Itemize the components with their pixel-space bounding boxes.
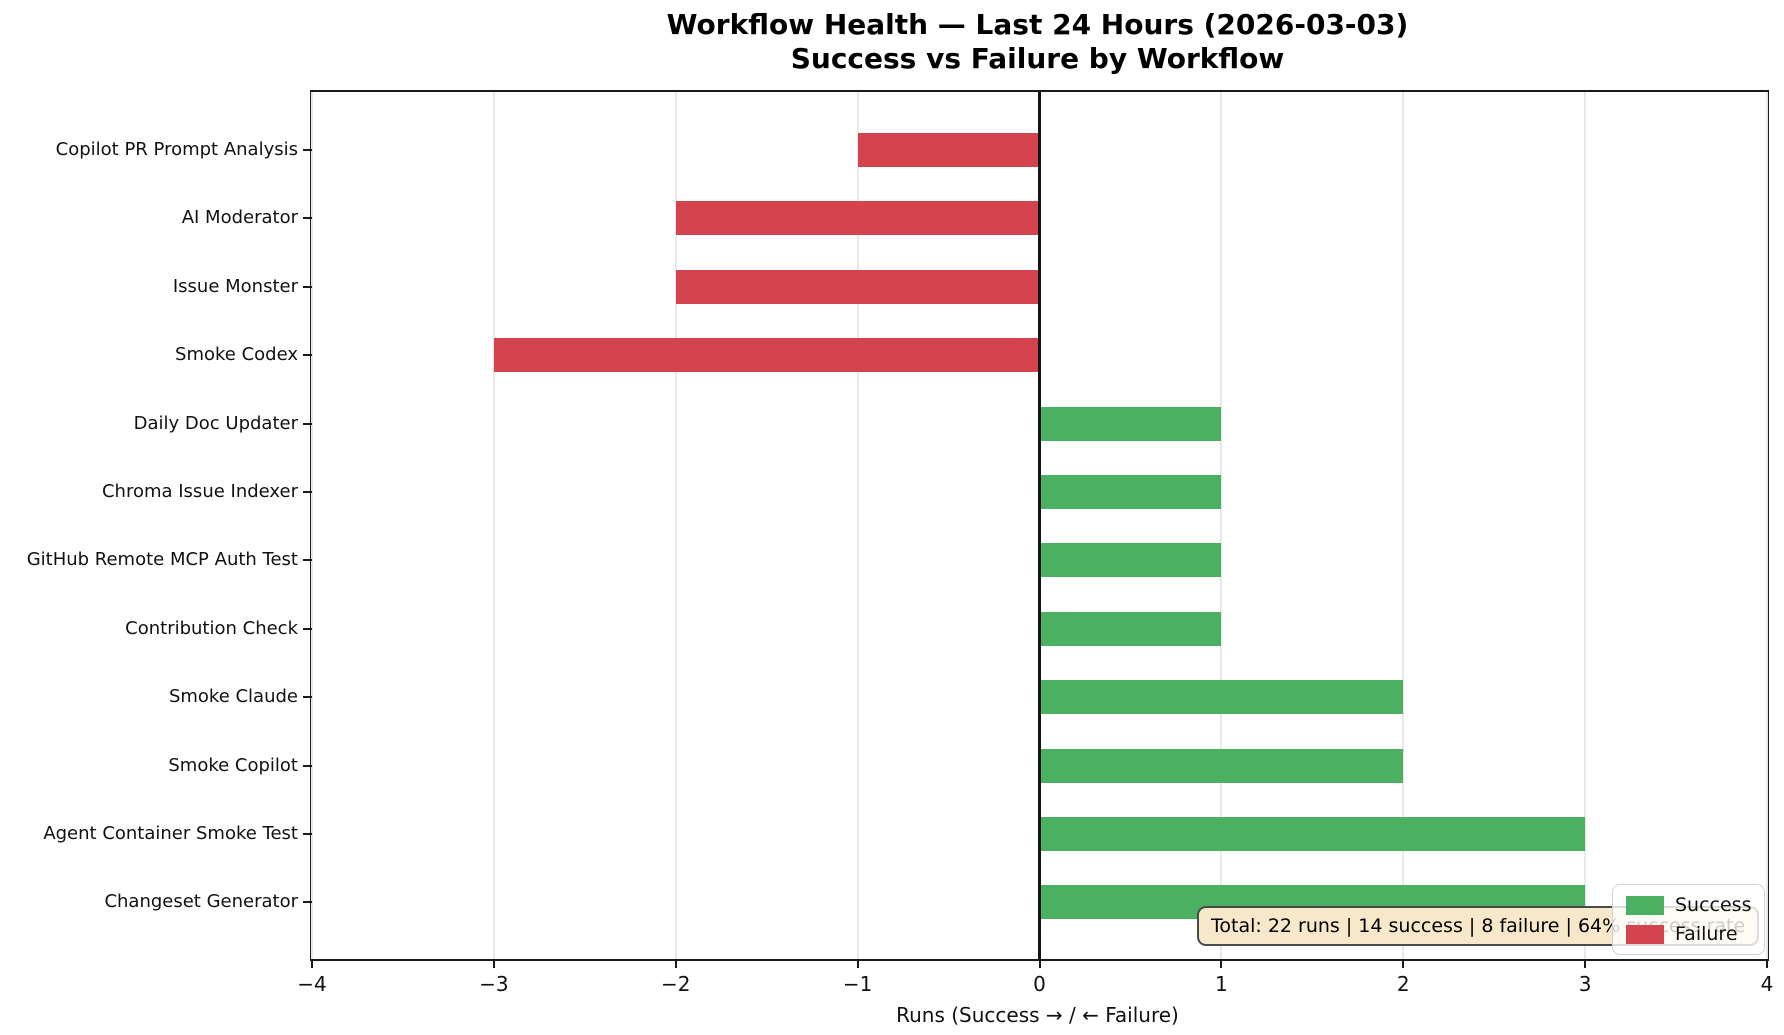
x-tick (311, 959, 313, 968)
y-tick (303, 833, 312, 835)
success-bar (1039, 748, 1404, 783)
category-label: Smoke Claude (168, 686, 298, 708)
x-tick (856, 959, 859, 968)
success-bar (1039, 611, 1222, 646)
category-label: Chroma Issue Indexer (101, 481, 298, 502)
x-tick-label: 3 (1578, 972, 1592, 996)
x-tick (1402, 959, 1405, 968)
x-tick-label: −1 (842, 972, 873, 996)
x-tick (492, 959, 495, 968)
zero-axis-line (1038, 92, 1041, 959)
y-tick (303, 285, 312, 288)
y-tick (303, 627, 312, 630)
category-label: Changeset Generator (104, 891, 298, 913)
y-tick (303, 422, 312, 425)
failure-bar (493, 338, 1040, 373)
x-tick (1584, 959, 1587, 968)
failure-bar (857, 133, 1040, 167)
y-tick (303, 764, 312, 767)
gridline (1766, 92, 1768, 959)
category-label: Smoke Codex (175, 344, 298, 366)
category-label: AI Moderator (181, 207, 298, 229)
y-tick (303, 491, 312, 493)
gridline (674, 92, 677, 959)
failure-bar (675, 201, 1040, 236)
x-axis-label: Runs (Success → / ← Failure) (896, 1003, 1179, 1027)
gridline (1584, 92, 1587, 959)
chart-title: Workflow Health — Last 24 Hours (2026-03… (310, 8, 1765, 76)
y-tick (303, 696, 312, 699)
chart-title-line1: Workflow Health — Last 24 Hours (2026-03… (666, 8, 1409, 41)
gridline (1220, 92, 1223, 959)
category-label: Copilot PR Prompt Analysis (55, 139, 298, 160)
category-label: Issue Monster (172, 275, 298, 297)
legend-item-success: Success (1626, 894, 1751, 916)
x-tick-label: 2 (1396, 972, 1410, 996)
x-tick-label: −3 (479, 972, 509, 996)
success-bar (1039, 543, 1222, 578)
legend-item-failure: Failure (1626, 923, 1751, 945)
x-tick (1766, 959, 1768, 968)
x-tick-label: −4 (297, 972, 327, 996)
chart-title-line2: Success vs Failure by Workflow (790, 42, 1285, 75)
x-tick (1038, 959, 1041, 968)
x-tick-label: 4 (1760, 972, 1774, 996)
gridline (492, 92, 495, 959)
success-bar (1039, 406, 1222, 441)
gridline (311, 92, 313, 959)
x-tick-label: −2 (661, 972, 691, 996)
category-label: Agent Container Smoke Test (43, 823, 298, 844)
category-label: Contribution Check (125, 617, 298, 639)
x-tick-label: 0 (1033, 972, 1046, 996)
x-tick (1220, 959, 1223, 968)
x-tick (674, 959, 677, 968)
success-swatch-icon (1626, 895, 1664, 915)
gridline (1402, 92, 1405, 959)
success-bar (1039, 475, 1222, 509)
legend: Success Failure (1612, 884, 1766, 955)
x-tick-label: 1 (1215, 972, 1228, 996)
summary-annotation: Total: 22 runs | 14 success | 8 failure … (1197, 906, 1760, 946)
category-label: Smoke Copilot (168, 754, 298, 776)
success-bar (1039, 680, 1404, 715)
success-bar (1039, 817, 1586, 851)
failure-swatch-icon (1626, 924, 1664, 944)
y-tick (303, 354, 312, 357)
category-label: Daily Doc Updater (133, 412, 298, 434)
y-tick (303, 901, 312, 904)
category-label: GitHub Remote MCP Auth Test (26, 549, 298, 571)
gridline (856, 92, 859, 959)
legend-label-success: Success (1675, 894, 1752, 916)
y-tick (303, 559, 312, 562)
y-tick (303, 217, 312, 220)
failure-bar (675, 269, 1040, 304)
y-tick (303, 149, 312, 151)
legend-label-failure: Failure (1675, 923, 1738, 945)
plot-area: −4 −3 −2 −1 0 1 2 3 4 Copilot PR Prompt Analysis A… (27, 90, 1773, 996)
